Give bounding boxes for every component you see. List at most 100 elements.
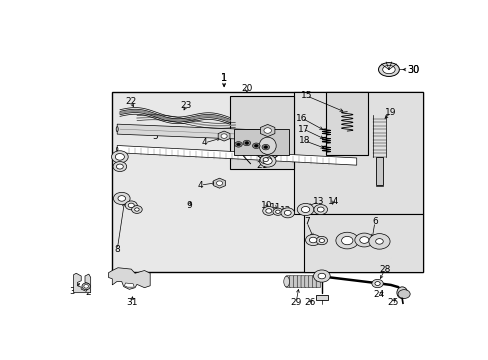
Circle shape	[244, 141, 248, 144]
FancyBboxPatch shape	[285, 276, 290, 287]
Circle shape	[265, 209, 271, 213]
FancyBboxPatch shape	[301, 276, 305, 287]
Text: 16: 16	[295, 113, 307, 122]
Ellipse shape	[259, 137, 276, 154]
Text: 29: 29	[290, 298, 301, 307]
Text: 5: 5	[152, 131, 158, 140]
Circle shape	[317, 207, 324, 212]
Bar	[375, 157, 383, 185]
Circle shape	[221, 134, 227, 138]
Text: 8: 8	[114, 245, 120, 254]
Circle shape	[397, 290, 409, 298]
Text: 11: 11	[269, 203, 281, 212]
Circle shape	[305, 234, 320, 246]
Polygon shape	[260, 125, 274, 136]
Text: 19: 19	[384, 108, 396, 117]
Bar	[233, 129, 288, 156]
Circle shape	[316, 237, 327, 245]
Circle shape	[264, 146, 267, 149]
Ellipse shape	[378, 63, 399, 76]
Ellipse shape	[84, 284, 88, 288]
Bar	[326, 92, 367, 156]
Text: 15: 15	[300, 91, 312, 100]
Circle shape	[234, 141, 242, 147]
Text: 26: 26	[304, 298, 316, 307]
Polygon shape	[117, 124, 267, 140]
Polygon shape	[218, 131, 229, 141]
FancyBboxPatch shape	[304, 276, 309, 287]
FancyBboxPatch shape	[297, 276, 301, 287]
Polygon shape	[124, 283, 134, 287]
Circle shape	[252, 143, 260, 149]
Polygon shape	[108, 268, 150, 289]
Circle shape	[374, 282, 380, 285]
Text: 27: 27	[309, 276, 320, 285]
Circle shape	[263, 158, 268, 162]
FancyBboxPatch shape	[308, 276, 313, 287]
Circle shape	[319, 239, 324, 243]
Ellipse shape	[116, 147, 118, 151]
Text: 6: 6	[371, 217, 377, 226]
Circle shape	[354, 233, 373, 247]
Text: 13: 13	[312, 197, 324, 206]
Text: 10: 10	[261, 201, 272, 210]
Circle shape	[131, 206, 142, 213]
Text: 24: 24	[373, 289, 385, 298]
Text: 14: 14	[327, 197, 338, 206]
Polygon shape	[117, 145, 356, 165]
Circle shape	[262, 207, 274, 215]
Bar	[303, 214, 422, 272]
Circle shape	[262, 144, 269, 150]
Text: 3: 3	[69, 287, 75, 296]
Circle shape	[280, 208, 294, 218]
Ellipse shape	[82, 283, 90, 290]
Ellipse shape	[253, 132, 281, 159]
Circle shape	[243, 140, 250, 146]
Circle shape	[254, 144, 258, 147]
Text: 22: 22	[125, 98, 137, 107]
Circle shape	[335, 232, 358, 249]
Circle shape	[375, 239, 383, 244]
Circle shape	[359, 237, 368, 243]
Ellipse shape	[116, 127, 118, 132]
Circle shape	[113, 162, 126, 172]
Text: 30: 30	[407, 64, 419, 75]
Bar	[229, 96, 294, 169]
FancyBboxPatch shape	[316, 276, 320, 287]
FancyBboxPatch shape	[312, 276, 316, 287]
Circle shape	[259, 155, 275, 167]
Circle shape	[125, 201, 137, 210]
Circle shape	[113, 192, 130, 204]
Circle shape	[128, 203, 134, 208]
Circle shape	[368, 234, 389, 249]
Circle shape	[134, 208, 139, 211]
Bar	[112, 92, 422, 272]
Ellipse shape	[396, 287, 407, 298]
Text: 12: 12	[280, 206, 291, 215]
Text: 23: 23	[180, 101, 191, 110]
Circle shape	[272, 208, 282, 215]
Circle shape	[116, 164, 123, 169]
Circle shape	[264, 128, 271, 133]
FancyBboxPatch shape	[289, 276, 294, 287]
Polygon shape	[74, 273, 90, 293]
Bar	[294, 92, 422, 214]
Text: 4: 4	[197, 181, 203, 190]
Text: 31: 31	[126, 298, 138, 307]
Circle shape	[236, 143, 240, 146]
Text: 1: 1	[221, 73, 227, 83]
Circle shape	[309, 237, 316, 243]
Polygon shape	[213, 178, 225, 188]
Circle shape	[216, 181, 222, 185]
Circle shape	[118, 196, 125, 201]
Text: 20: 20	[241, 85, 252, 94]
Text: 17: 17	[297, 125, 309, 134]
Circle shape	[313, 204, 327, 215]
FancyBboxPatch shape	[293, 276, 298, 287]
Circle shape	[260, 156, 271, 164]
Text: 9: 9	[186, 201, 192, 210]
Circle shape	[115, 153, 124, 160]
Bar	[315, 294, 327, 300]
Text: 2: 2	[85, 288, 91, 297]
Text: 21: 21	[256, 161, 267, 170]
